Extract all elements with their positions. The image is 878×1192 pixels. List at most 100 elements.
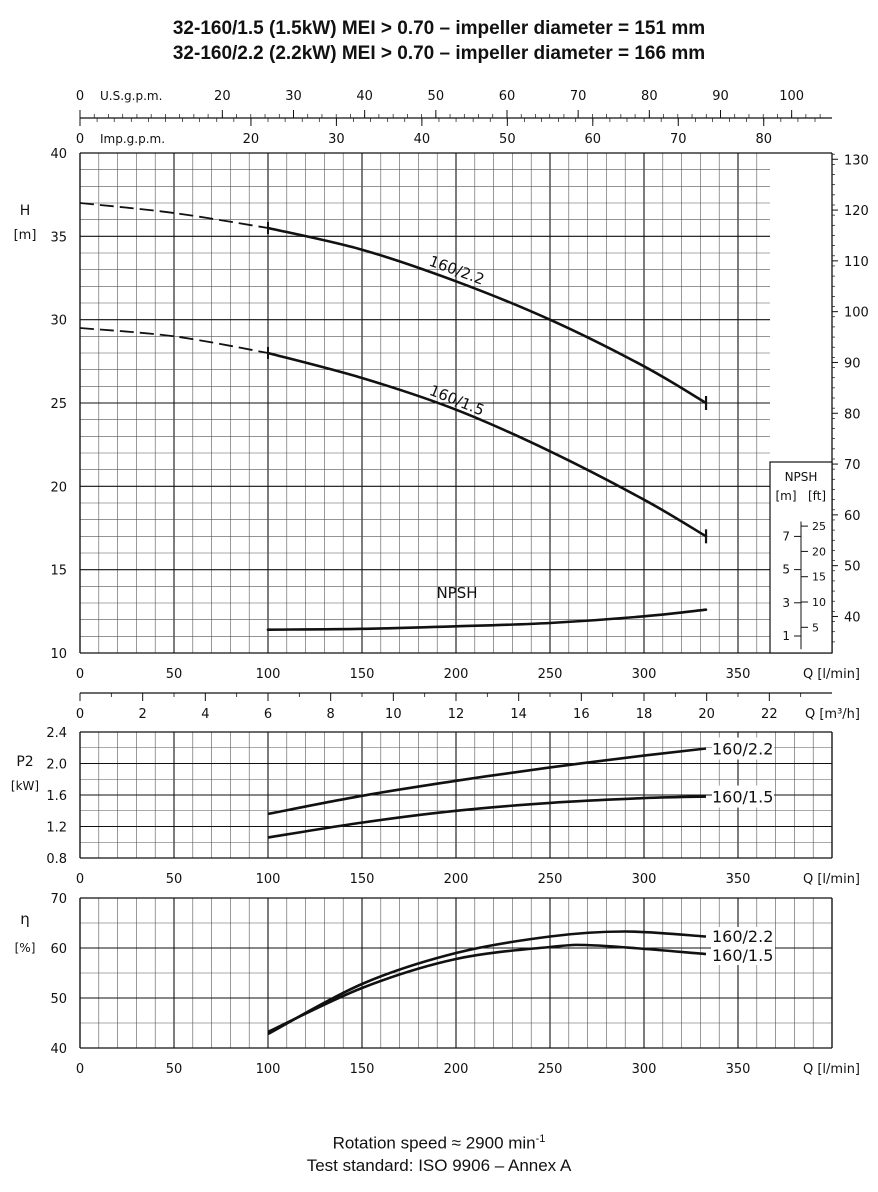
head-xtick-label: 100	[256, 667, 281, 682]
head-ytick-label: 15	[50, 564, 67, 579]
impgpm-axis-label: 80	[755, 132, 772, 147]
npsh-scale-m-label: 7	[782, 529, 790, 543]
power-curve-16015	[267, 795, 707, 839]
flow-m3h-tick-label: 2	[139, 707, 147, 722]
efficiency-label-bg	[711, 946, 775, 965]
power-label-bg	[712, 737, 774, 760]
ft-axis-label: 90	[844, 356, 861, 371]
head-ylabel: H	[20, 203, 31, 219]
ft-axis-label: 50	[844, 560, 861, 575]
power-ytick-label: 2.0	[46, 758, 67, 773]
efficiency-label-bg	[711, 927, 775, 946]
head-xtick-label: 300	[632, 667, 657, 682]
rotation-speed-text: Rotation speed ≈ 2900 min	[332, 1133, 536, 1153]
usgpm-unit-label: U.S.g.p.m.	[100, 89, 162, 103]
efficiency-curve-16015	[267, 943, 707, 1034]
flow-m3h-tick-label: 4	[201, 707, 209, 722]
head-series-label-16022: 160/2.2	[427, 252, 487, 289]
impgpm-axis-label: 60	[585, 132, 602, 147]
efficiency-ytick-label: 70	[50, 892, 67, 907]
ft-axis-label: 120	[844, 204, 869, 219]
flow-m3h-tick-label: 12	[448, 707, 465, 722]
ft-axis-label: 60	[844, 509, 861, 524]
efficiency-series-label-16015: 160/1.5	[712, 946, 773, 965]
usgpm-axis-label: 90	[712, 89, 729, 104]
flow-m3h-tick-label: 0	[76, 707, 84, 722]
head-curve-16022	[266, 226, 708, 405]
flow-m3h-tick-label: 16	[573, 707, 590, 722]
efficiency-xlabel: Q [l/min]	[803, 1062, 860, 1077]
power-xtick-label: 50	[166, 872, 183, 887]
usgpm-axis-label: 40	[356, 89, 373, 104]
usgpm-axis-label: 20	[214, 89, 231, 104]
ft-axis-label: 130	[844, 153, 869, 168]
power-xtick-label: 300	[632, 872, 657, 887]
efficiency-grid	[79, 897, 833, 1049]
power-xlabel: Q [l/min]	[803, 872, 860, 887]
chart-title: 32-160/1.5 (1.5kW) MEI > 0.70 – impeller…	[0, 16, 878, 66]
flow-m3h-tick-label: 22	[761, 707, 778, 722]
head-ytick-label: 20	[50, 480, 67, 495]
impgpm-axis-label: 40	[414, 132, 431, 147]
chart-title-line1: 32-160/1.5 (1.5kW) MEI > 0.70 – impeller…	[172, 18, 706, 39]
ft-axis-label: 110	[844, 255, 869, 270]
npsh-scale-unit-m: [m]	[775, 489, 796, 503]
power-xtick-label: 0	[76, 872, 84, 887]
head-xlabel: Q [l/min]	[803, 667, 860, 682]
usgpm-axis-label: 60	[499, 89, 516, 104]
chart-footer: Rotation speed ≈ 2900 min-1 Test standar…	[0, 1128, 878, 1177]
efficiency-series-label-16022: 160/2.2	[712, 927, 773, 946]
power-series-label-16015: 160/1.5	[712, 788, 773, 807]
efficiency-xtick-label: 200	[444, 1062, 469, 1077]
rotation-speed-note: Rotation speed ≈ 2900 min-1	[0, 1128, 878, 1155]
power-ylabel: P2	[16, 754, 33, 770]
power-xtick-label: 150	[350, 872, 375, 887]
flow-m3h-xlabel: Q [m³/h]	[805, 707, 860, 722]
head-ytick-label: 35	[50, 230, 67, 245]
head-xtick-label: 200	[444, 667, 469, 682]
flow-m3h-tick-label: 18	[636, 707, 653, 722]
head-xtick-label: 0	[76, 667, 84, 682]
efficiency-ytick-label: 40	[50, 1042, 67, 1057]
power-ytick-label: 1.6	[46, 789, 67, 804]
efficiency-xtick-label: 300	[632, 1062, 657, 1077]
flow-m3h-tick-label: 6	[264, 707, 272, 722]
power-series-label-16022: 160/2.2	[712, 740, 773, 759]
efficiency-curve-16022	[267, 930, 707, 1036]
npsh-scale-ft-label: 15	[812, 571, 826, 584]
efficiency-xtick-label: 100	[256, 1062, 281, 1077]
efficiency-xtick-label: 250	[538, 1062, 563, 1077]
rotation-speed-exponent: -1	[535, 1133, 546, 1145]
ft-axis-label: 40	[844, 610, 861, 625]
head-curve-dashed-16015	[79, 327, 269, 354]
ft-axis-label: 70	[844, 458, 861, 473]
power-xtick-label: 200	[444, 872, 469, 887]
npsh-scale	[769, 461, 833, 654]
efficiency-xtick-label: 0	[76, 1062, 84, 1077]
usgpm-axis-label: 100	[779, 89, 804, 104]
head-ytick-label: 40	[50, 147, 67, 162]
power-label-bg	[712, 785, 774, 808]
npsh-scale-ft-label: 5	[812, 621, 819, 634]
test-standard-note: Test standard: ISO 9906 – Annex A	[306, 1155, 572, 1175]
impgpm-axis-label: 0	[76, 132, 84, 147]
head-yunit: [m]	[14, 228, 37, 243]
npsh-scale-m-label: 3	[782, 596, 790, 610]
usgpm-axis-label: 30	[285, 89, 302, 104]
npsh-scale-m-label: 5	[782, 563, 790, 577]
usgpm-axis-label: 70	[570, 89, 587, 104]
head-curve-dashed-16022	[79, 202, 269, 229]
head-xtick-label: 150	[350, 667, 375, 682]
impgpm-axis-label: 70	[670, 132, 687, 147]
head-ytick-label: 25	[50, 397, 67, 412]
usgpm-axis-label: 80	[641, 89, 658, 104]
head-series-label-16015: 160/1.5	[427, 381, 487, 419]
flow-m3h-tick-label: 20	[698, 707, 715, 722]
efficiency-yunit: [%]	[15, 941, 36, 955]
power-yunit: [kW]	[11, 779, 39, 793]
power-xtick-label: 250	[538, 872, 563, 887]
head-series-label-npsh: NPSH	[436, 584, 477, 602]
efficiency-ytick-label: 60	[50, 942, 67, 957]
head-xtick-label: 250	[538, 667, 563, 682]
head-xtick-label: 350	[726, 667, 751, 682]
